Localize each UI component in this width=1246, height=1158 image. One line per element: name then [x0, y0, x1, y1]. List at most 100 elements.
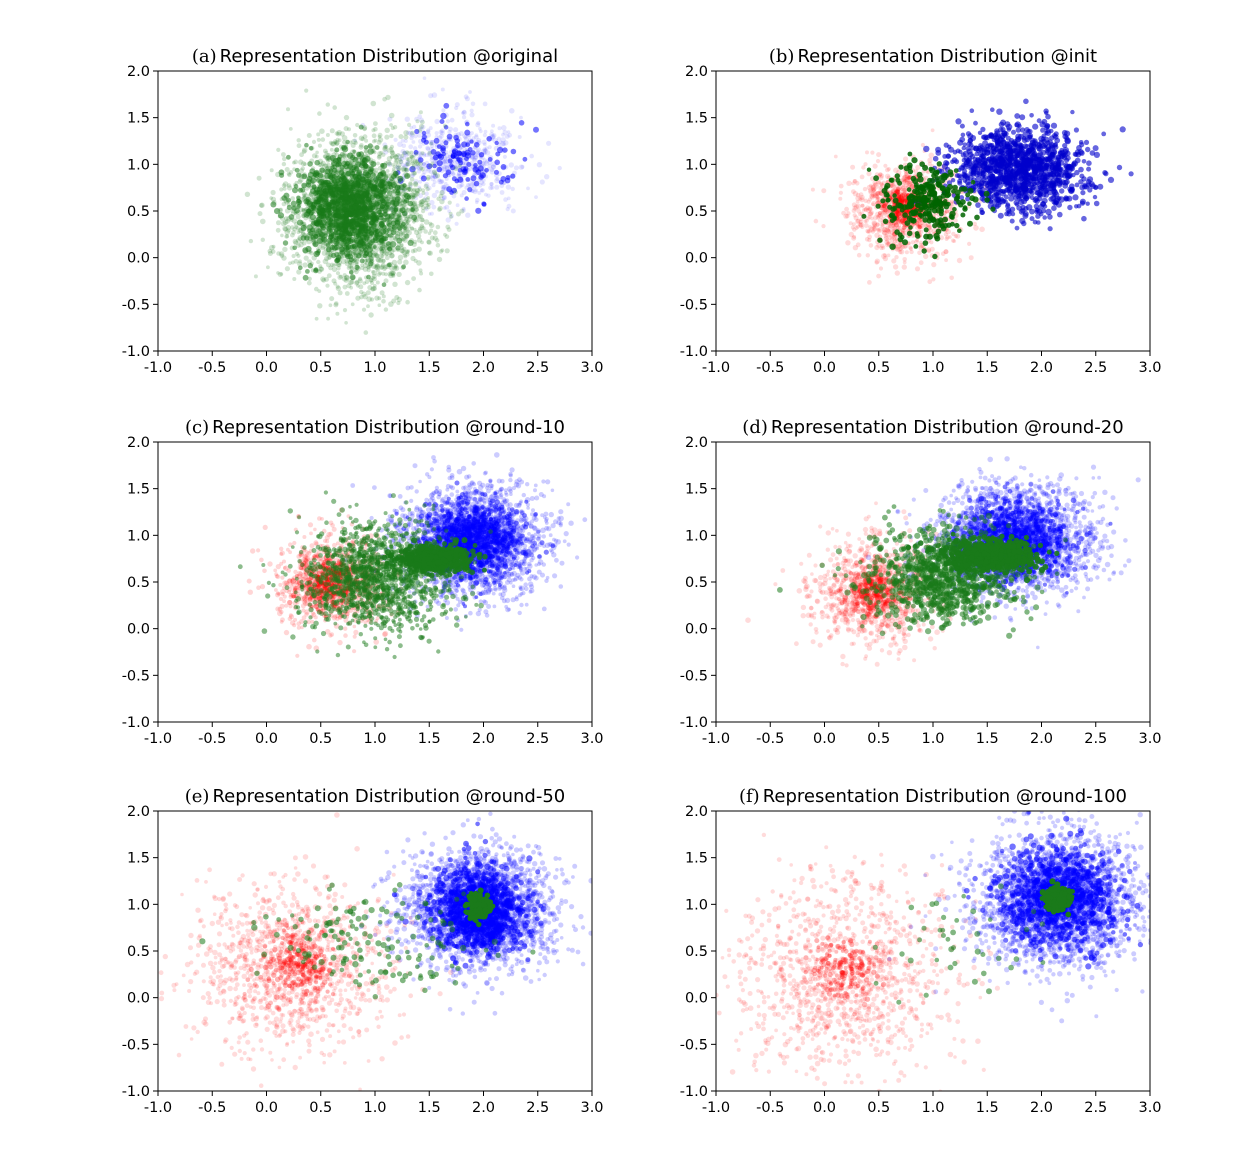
- scatter-point: [328, 303, 333, 308]
- scatter-point: [303, 198, 310, 205]
- scatter-point: [390, 150, 396, 156]
- scatter-point: [900, 218, 906, 224]
- scatter-point: [402, 155, 407, 160]
- scatter-point: [389, 146, 393, 151]
- scatter-point: [378, 220, 385, 228]
- scatter-point: [875, 184, 880, 189]
- scatter-point: [498, 140, 503, 145]
- scatter-point: [393, 154, 399, 161]
- scatter-point: [436, 256, 443, 263]
- scatter-point: [418, 193, 423, 199]
- scatter-point: [439, 119, 445, 124]
- scatter-point: [403, 233, 410, 240]
- scatter-point: [407, 122, 412, 127]
- scatter-point: [390, 154, 394, 159]
- scatter-point: [886, 253, 891, 258]
- scatter-point: [456, 172, 461, 177]
- scatter-point: [405, 220, 410, 225]
- scatter-point: [391, 246, 397, 252]
- scatter-point: [392, 125, 398, 130]
- scatter-point: [353, 140, 358, 145]
- scatter-point: [893, 220, 899, 226]
- scatter-point: [317, 143, 322, 148]
- scatter-point: [404, 197, 410, 203]
- scatter-point: [377, 154, 382, 159]
- scatter-point: [292, 160, 296, 165]
- scatter-point: [367, 148, 374, 155]
- scatter-point: [306, 133, 312, 138]
- scatter-point: [406, 151, 411, 156]
- scatter-point: [379, 150, 384, 155]
- scatter-point: [333, 218, 339, 224]
- scatter-point: [404, 161, 410, 167]
- scatter-point: [341, 153, 347, 159]
- scatter-point: [437, 178, 443, 185]
- scatter-point: [374, 252, 380, 258]
- scatter-point: [391, 273, 396, 278]
- scatter-point: [866, 216, 871, 221]
- scatter-point: [374, 295, 380, 301]
- scatter-point: [344, 291, 350, 296]
- scatter-point: [482, 101, 488, 107]
- scatter-point: [486, 193, 491, 198]
- scatter-point: [892, 225, 897, 231]
- scatter-point: [409, 154, 414, 159]
- scatter-point: [467, 187, 473, 193]
- scatter-point: [461, 141, 468, 148]
- scatter-point: [463, 137, 470, 143]
- points-layer: [244, 76, 562, 335]
- scatter-point: [506, 130, 511, 134]
- scatter-point: [309, 168, 316, 175]
- scatter-point: [415, 190, 419, 195]
- scatter-point: [449, 117, 455, 123]
- scatter-point: [423, 219, 430, 225]
- scatter-point: [931, 228, 938, 234]
- scatter-point: [489, 182, 494, 186]
- scatter-point: [434, 135, 439, 139]
- scatter-point: [355, 221, 362, 228]
- scatter-point: [902, 187, 908, 193]
- scatter-point: [335, 184, 340, 189]
- scatter-point: [865, 228, 870, 234]
- scatter-point: [863, 223, 869, 228]
- scatter-point: [868, 207, 873, 212]
- scatter-point: [868, 183, 874, 188]
- scatter-point: [314, 154, 319, 159]
- scatter-point: [318, 178, 325, 186]
- scatter-point: [300, 166, 305, 171]
- scatter-point: [407, 239, 414, 246]
- scatter-point: [915, 238, 919, 242]
- scatter-point: [392, 281, 398, 287]
- scatter-point: [427, 150, 432, 155]
- scatter-point: [342, 139, 347, 145]
- scatter-point: [353, 138, 357, 143]
- scatter-point: [286, 185, 293, 191]
- scatter-point: [377, 137, 384, 143]
- scatter-point: [475, 200, 479, 205]
- scatter-point: [322, 148, 328, 154]
- scatter-point: [344, 321, 348, 325]
- scatter-point: [388, 301, 394, 307]
- scatter-point: [856, 252, 862, 258]
- scatter-point: [359, 289, 364, 295]
- scatter-point: [348, 238, 354, 245]
- scatter-point: [881, 204, 886, 209]
- scatter-point: [444, 248, 450, 254]
- scatter-point: [354, 280, 359, 286]
- scatter-point: [329, 191, 335, 197]
- scatter-point: [478, 152, 485, 158]
- scatter-point: [895, 247, 900, 252]
- scatter-point: [346, 265, 351, 270]
- scatter-point: [305, 179, 312, 185]
- scatter-point: [302, 195, 307, 200]
- scatter-point: [326, 273, 332, 279]
- scatter-point: [897, 242, 903, 248]
- scatter-point: [506, 196, 511, 201]
- scatter-point: [899, 249, 905, 255]
- scatter-point: [364, 261, 369, 266]
- scatter-point: [883, 208, 888, 213]
- scatter-point: [883, 235, 889, 241]
- scatter-point: [495, 176, 500, 182]
- scatter-point: [307, 259, 312, 265]
